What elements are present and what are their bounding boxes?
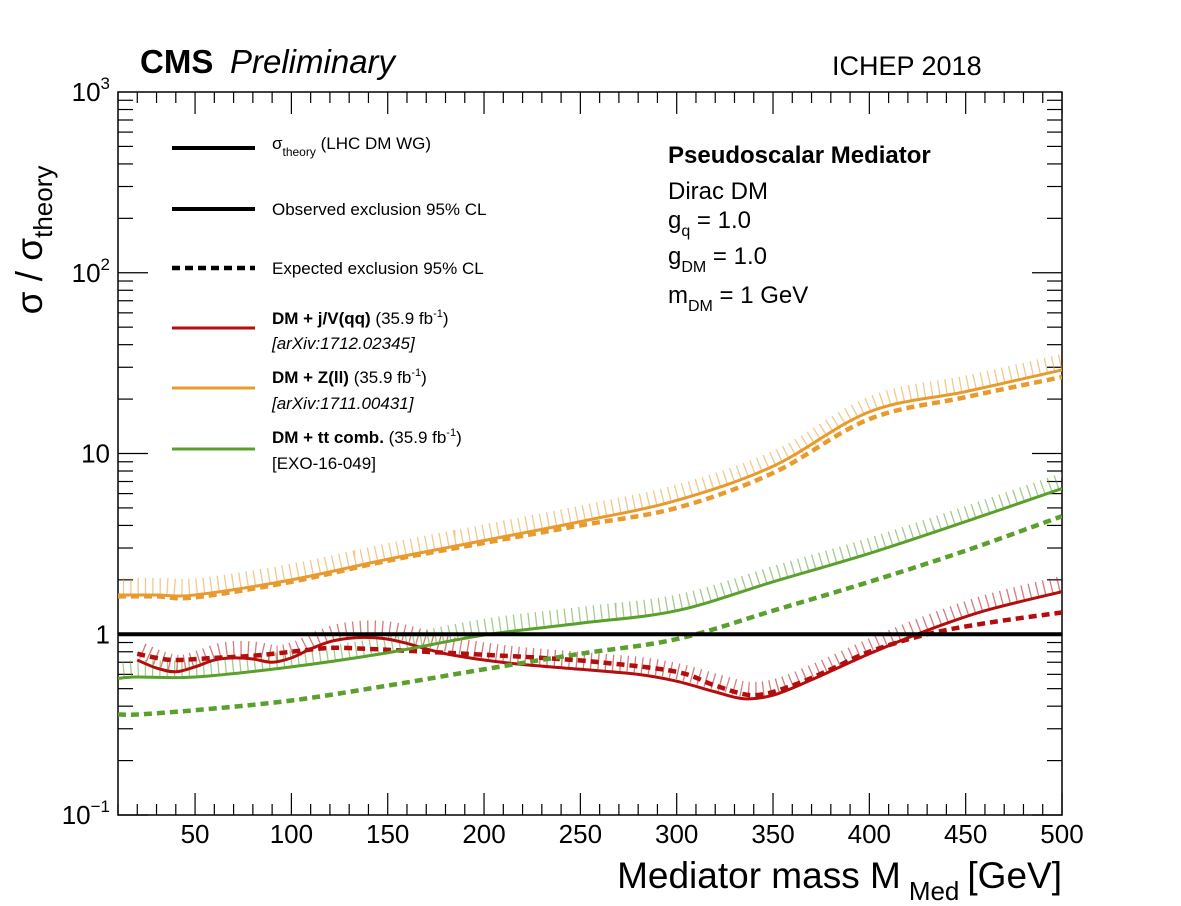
model-gq: gq = 1.0	[668, 207, 751, 240]
x-tick-label: 300	[655, 819, 698, 849]
y-tick-label: 103	[72, 74, 110, 107]
dm-j-v-qq-observed-line	[136, 590, 1062, 701]
legend-observed-label: Observed exclusion 95% CL	[272, 200, 487, 219]
preliminary-label: Preliminary	[230, 43, 398, 80]
legend-orange-label: DM + Z(ll) (35.9 fb-1)	[272, 367, 427, 387]
y-tick-label: 1	[96, 619, 110, 649]
x-tick-label: 200	[462, 819, 505, 849]
x-tick-label: 150	[366, 819, 409, 849]
dm-tt-comb-observed-line	[118, 487, 1062, 680]
series-layer	[118, 368, 1062, 718]
plot-frame	[117, 91, 1063, 816]
model-gdm: gDM = 1.0	[668, 243, 767, 276]
y-tick-label: 10−1	[62, 797, 110, 830]
legend-red-label: DM + j/V(qq) (35.9 fb-1)	[272, 308, 449, 328]
dm-z-ll-observed-hatch	[123, 353, 1062, 596]
dm-j-v-qq-expected-line	[136, 610, 1062, 698]
model-mdm: mDM = 1 GeV	[668, 282, 808, 315]
conference-label: ICHEP 2018	[832, 51, 982, 81]
x-tick-label: 500	[1040, 819, 1083, 849]
model-dm-type: Dirac DM	[668, 178, 768, 205]
model-title: Pseudoscalar Mediator	[668, 142, 931, 169]
legend-green-ref: [EXO-16-049]	[272, 454, 376, 473]
y-tick-label: 102	[72, 255, 110, 288]
legend-theory-label: σtheory (LHC DM WG)	[272, 134, 431, 159]
legend-green-label: DM + tt comb. (35.9 fb-1)	[272, 427, 462, 447]
dm-tt-comb-observed-hatch	[122, 472, 1062, 678]
legend: σtheory (LHC DM WG) Observed exclusion 9…	[172, 134, 487, 473]
legend-red-ref: [arXiv:1712.02345]	[271, 334, 416, 353]
cms-label: CMS	[140, 43, 213, 80]
y-tick-label: 10	[81, 439, 110, 469]
x-axis-title: Mediator mass M Med [GeV]	[617, 855, 1062, 906]
x-tick-label: 400	[848, 819, 891, 849]
y-axis-title: σ / σtheory	[9, 166, 58, 315]
model-info: Pseudoscalar Mediator Dirac DM gq = 1.0 …	[668, 142, 931, 315]
x-tick-labels: 50 100 150 200 250 300 350 400 450 500	[181, 819, 1084, 849]
x-tick-label: 450	[944, 819, 987, 849]
x-tick-label: 350	[751, 819, 794, 849]
dm-j-v-qq-observed-hatch	[139, 575, 1062, 698]
y-tick-labels: 10−1 1 10 102 103	[62, 74, 110, 830]
dm-z-ll-expected-line	[118, 374, 1062, 601]
axis-ticks	[117, 92, 1063, 816]
hatch-layer	[122, 353, 1062, 698]
x-tick-label: 250	[559, 819, 602, 849]
legend-expected-label: Expected exclusion 95% CL	[272, 259, 484, 278]
x-tick-label: 50	[181, 819, 210, 849]
legend-orange-ref: [arXiv:1711.00431]	[271, 394, 415, 413]
x-tick-label: 100	[270, 819, 313, 849]
dm-z-ll-observed-line	[118, 368, 1062, 598]
dm-tt-comb-expected-line	[118, 514, 1062, 718]
